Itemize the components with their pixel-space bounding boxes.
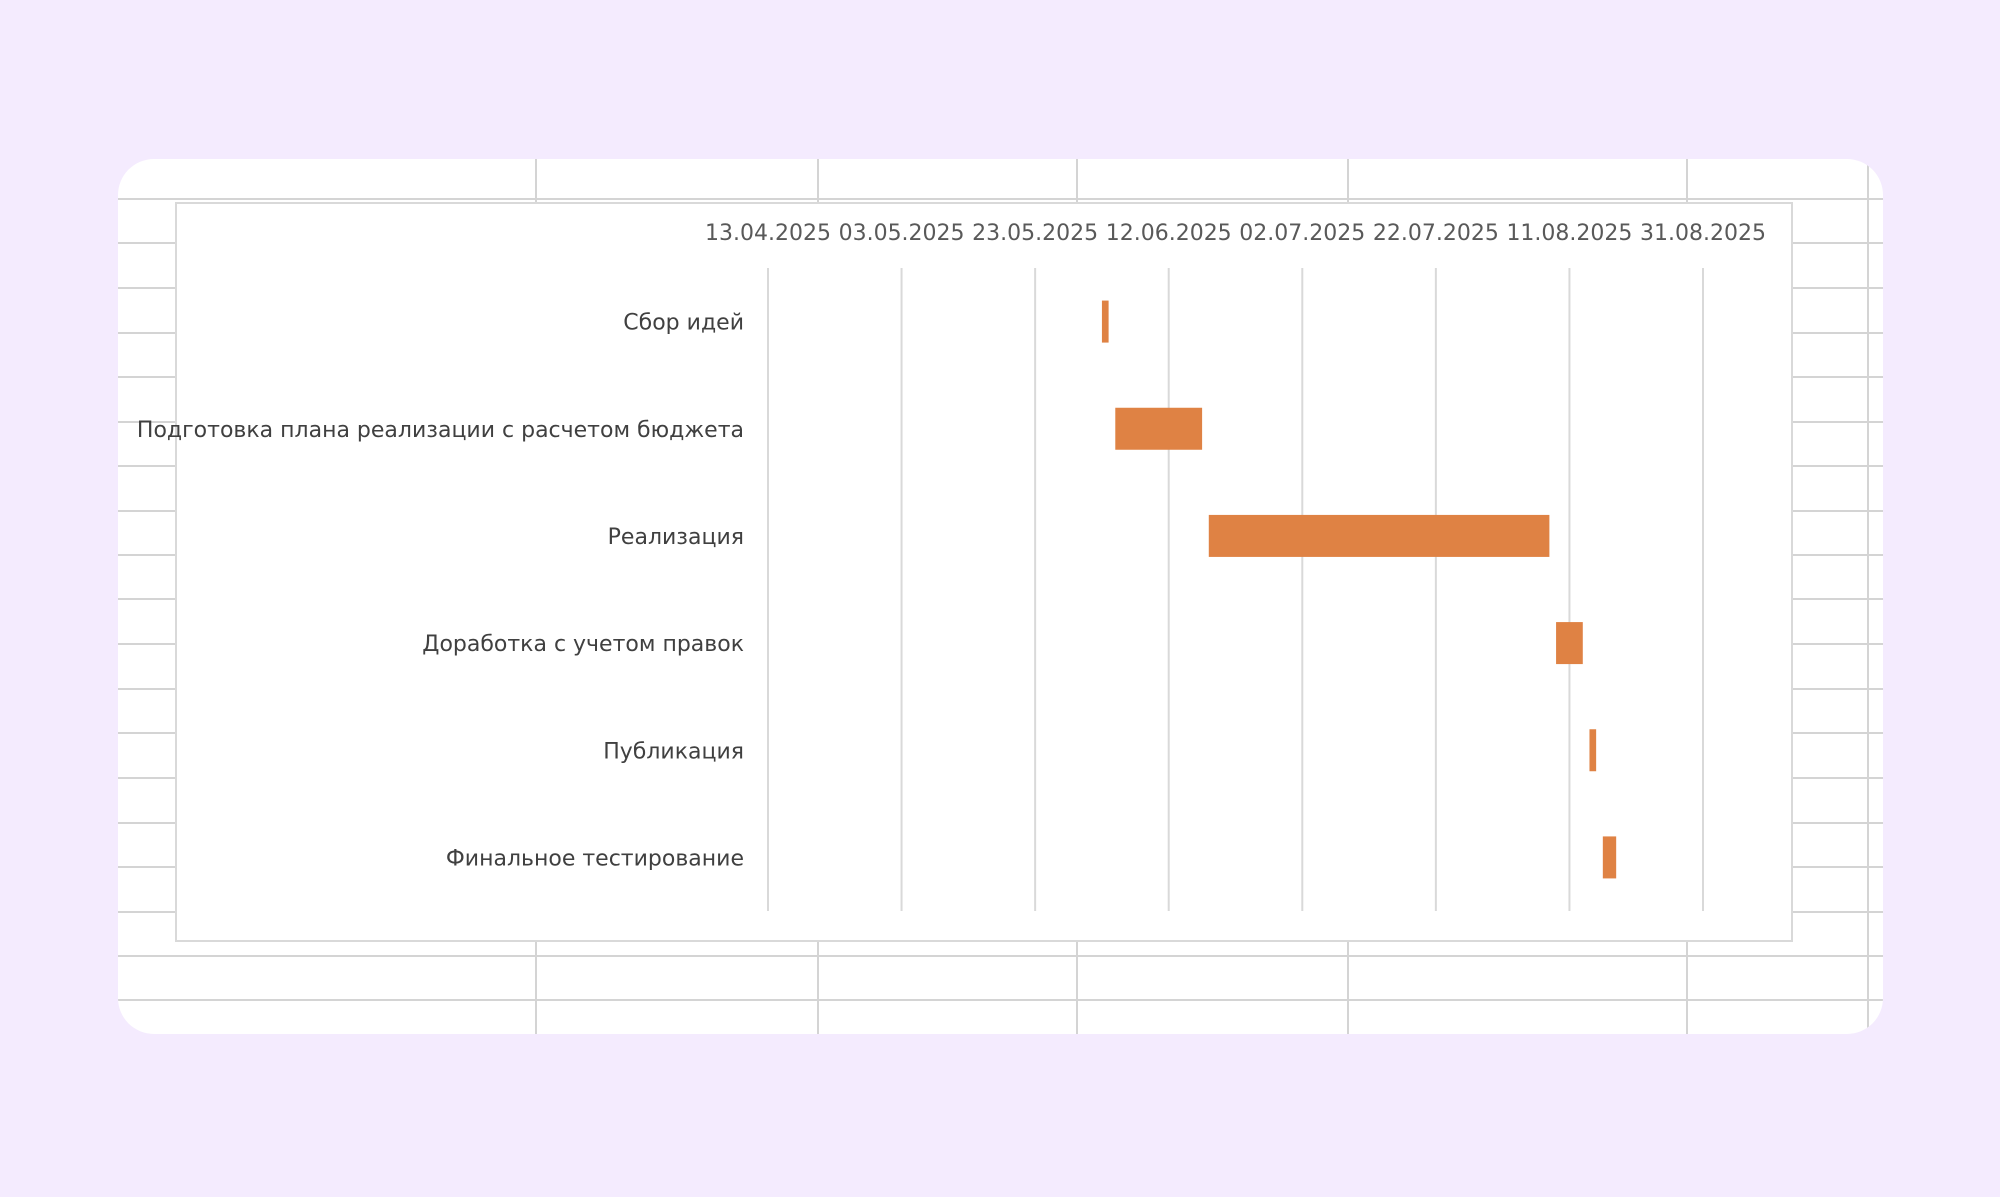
task-bar[interactable] [1208, 514, 1550, 557]
x-tick-label: 11.08.2025 [1506, 221, 1632, 246]
x-tick-label: 22.07.2025 [1373, 221, 1499, 246]
x-tick-label: 31.08.2025 [1640, 221, 1766, 246]
category-label: Доработка с учетом правок [422, 632, 744, 657]
category-label: Финальное тестирование [446, 846, 744, 871]
task-bar[interactable] [1602, 836, 1617, 879]
x-tick-label: 03.05.2025 [839, 221, 965, 246]
task-bar[interactable] [1556, 622, 1583, 665]
category-label: Сбор идей [623, 311, 744, 336]
chart-area[interactable] [175, 202, 1793, 942]
category-label: Подготовка плана реализации с расчетом б… [137, 418, 744, 443]
category-label: Реализация [608, 525, 744, 550]
task-bar[interactable] [1589, 729, 1597, 772]
x-tick-label: 13.04.2025 [705, 221, 831, 246]
gantt-chart: 13.04.2025 03.05.2025 23.05.2025 12.06.2025… [137, 221, 1766, 911]
spreadsheet-card: 13.04.2025 03.05.2025 23.05.2025 12.06.2025… [118, 159, 1883, 1034]
x-tick-label: 12.06.2025 [1106, 221, 1232, 246]
x-tick-label: 02.07.2025 [1239, 221, 1365, 246]
task-bar[interactable] [1101, 300, 1109, 343]
category-label: Публикация [603, 739, 744, 764]
x-tick-label: 23.05.2025 [972, 221, 1098, 246]
task-bar[interactable] [1115, 407, 1203, 450]
